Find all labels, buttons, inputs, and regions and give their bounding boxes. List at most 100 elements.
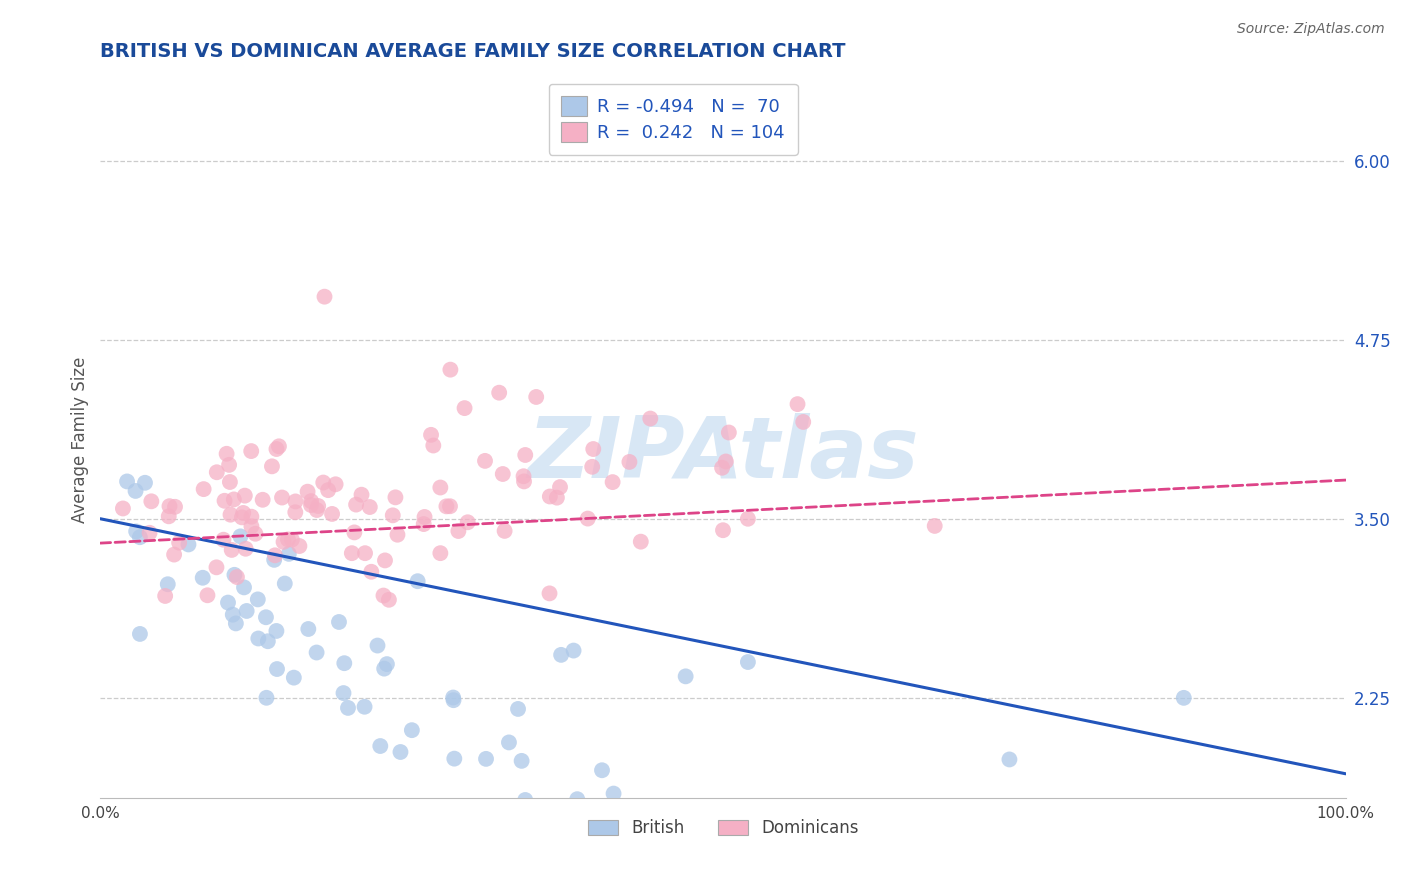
- Point: [193, 482, 215, 496]
- Point: [267, 439, 290, 453]
- Point: [420, 427, 443, 442]
- Point: [602, 787, 624, 801]
- Point: [524, 390, 547, 404]
- Point: [562, 838, 585, 852]
- Point: [307, 499, 329, 513]
- Point: [159, 499, 181, 513]
- Point: [510, 754, 533, 768]
- Point: [277, 533, 299, 547]
- Point: [406, 574, 429, 589]
- Point: [260, 459, 283, 474]
- Point: [138, 525, 160, 540]
- Point: [924, 519, 946, 533]
- Point: [297, 622, 319, 636]
- Point: [217, 596, 239, 610]
- Point: [205, 560, 228, 574]
- Point: [115, 475, 138, 489]
- Point: [224, 567, 246, 582]
- Point: [737, 512, 759, 526]
- Point: [737, 655, 759, 669]
- Point: [263, 553, 285, 567]
- Legend: British, Dominicans: British, Dominicans: [581, 813, 865, 844]
- Point: [543, 860, 565, 874]
- Point: [328, 615, 350, 629]
- Point: [343, 525, 366, 540]
- Point: [325, 477, 347, 491]
- Point: [353, 699, 375, 714]
- Point: [283, 671, 305, 685]
- Point: [297, 484, 319, 499]
- Point: [387, 527, 409, 541]
- Point: [225, 616, 247, 631]
- Y-axis label: Average Family Size: Average Family Size: [72, 357, 89, 523]
- Point: [436, 500, 458, 514]
- Point: [619, 455, 641, 469]
- Point: [222, 492, 245, 507]
- Point: [231, 510, 253, 524]
- Point: [153, 589, 176, 603]
- Point: [378, 592, 401, 607]
- Point: [675, 669, 697, 683]
- Point: [373, 589, 395, 603]
- Point: [197, 588, 219, 602]
- Point: [453, 401, 475, 416]
- Point: [354, 546, 377, 560]
- Point: [602, 475, 624, 489]
- Point: [314, 290, 336, 304]
- Point: [447, 524, 470, 538]
- Point: [344, 498, 367, 512]
- Point: [277, 547, 299, 561]
- Point: [591, 764, 613, 778]
- Point: [384, 491, 406, 505]
- Point: [350, 488, 373, 502]
- Point: [381, 508, 404, 523]
- Point: [305, 503, 328, 517]
- Point: [792, 415, 814, 429]
- Point: [312, 475, 335, 490]
- Point: [1173, 690, 1195, 705]
- Point: [714, 454, 737, 468]
- Point: [233, 489, 256, 503]
- Point: [232, 506, 254, 520]
- Point: [576, 511, 599, 525]
- Point: [212, 533, 235, 547]
- Point: [375, 657, 398, 672]
- Point: [264, 549, 287, 563]
- Point: [513, 475, 536, 489]
- Text: Source: ZipAtlas.com: Source: ZipAtlas.com: [1237, 22, 1385, 37]
- Point: [321, 507, 343, 521]
- Point: [167, 535, 190, 549]
- Point: [233, 581, 256, 595]
- Point: [640, 411, 662, 425]
- Point: [156, 577, 179, 591]
- Point: [273, 534, 295, 549]
- Point: [457, 516, 479, 530]
- Point: [254, 610, 277, 624]
- Point: [429, 481, 451, 495]
- Point: [240, 444, 263, 458]
- Point: [333, 656, 356, 670]
- Point: [205, 465, 228, 479]
- Point: [492, 467, 515, 481]
- Point: [222, 607, 245, 622]
- Point: [413, 510, 436, 524]
- Point: [488, 385, 510, 400]
- Point: [256, 690, 278, 705]
- Point: [221, 543, 243, 558]
- Point: [235, 604, 257, 618]
- Point: [456, 809, 478, 823]
- Point: [546, 491, 568, 505]
- Point: [429, 546, 451, 560]
- Point: [288, 539, 311, 553]
- Point: [498, 735, 520, 749]
- Point: [548, 480, 571, 494]
- Point: [219, 475, 242, 489]
- Point: [266, 624, 288, 638]
- Point: [246, 592, 269, 607]
- Point: [439, 362, 461, 376]
- Point: [128, 530, 150, 544]
- Point: [538, 490, 561, 504]
- Point: [163, 548, 186, 562]
- Point: [366, 639, 388, 653]
- Point: [111, 501, 134, 516]
